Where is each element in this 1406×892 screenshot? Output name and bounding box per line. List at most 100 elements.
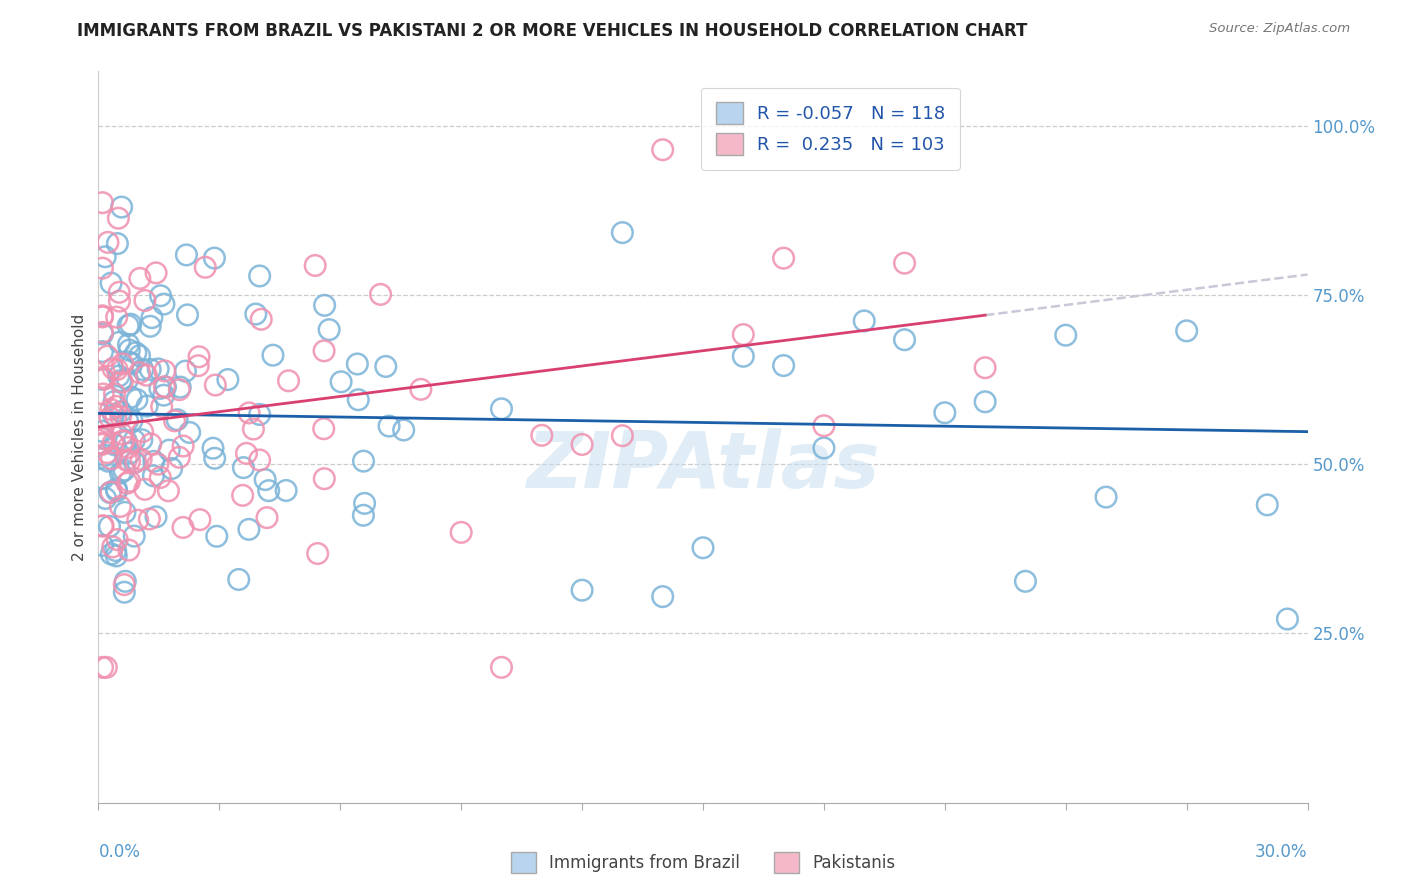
Point bbox=[169, 380, 191, 394]
Point bbox=[205, 529, 228, 543]
Point bbox=[91, 436, 114, 450]
Point bbox=[256, 510, 278, 524]
Point bbox=[204, 251, 226, 265]
Point bbox=[110, 374, 132, 388]
Point bbox=[93, 432, 115, 446]
Point bbox=[110, 500, 132, 514]
Point bbox=[1014, 574, 1036, 589]
Point bbox=[330, 375, 353, 389]
Point bbox=[100, 451, 122, 466]
Point bbox=[91, 310, 114, 324]
Point bbox=[249, 408, 271, 422]
Point bbox=[135, 368, 157, 383]
Point bbox=[149, 470, 172, 484]
Point bbox=[145, 266, 167, 280]
Point bbox=[238, 522, 260, 536]
Point bbox=[172, 520, 194, 534]
Point bbox=[169, 383, 191, 397]
Point bbox=[153, 364, 176, 378]
Point bbox=[148, 362, 170, 376]
Point bbox=[128, 349, 150, 363]
Point bbox=[166, 412, 188, 426]
Point bbox=[204, 378, 226, 392]
Point bbox=[98, 410, 121, 425]
Point bbox=[110, 405, 132, 419]
Legend: Immigrants from Brazil, Pakistanis: Immigrants from Brazil, Pakistanis bbox=[505, 846, 901, 880]
Point bbox=[138, 512, 160, 526]
Point bbox=[169, 450, 191, 465]
Point bbox=[187, 359, 209, 373]
Point bbox=[353, 496, 375, 510]
Point bbox=[235, 446, 257, 460]
Point bbox=[571, 583, 593, 598]
Point bbox=[117, 337, 139, 351]
Point bbox=[121, 357, 143, 371]
Point bbox=[146, 457, 169, 471]
Text: Source: ZipAtlas.com: Source: ZipAtlas.com bbox=[1209, 22, 1350, 36]
Point bbox=[1277, 612, 1299, 626]
Point bbox=[115, 434, 138, 449]
Point bbox=[143, 454, 166, 468]
Point bbox=[853, 314, 876, 328]
Point bbox=[103, 408, 125, 422]
Point bbox=[100, 547, 122, 561]
Point bbox=[105, 362, 128, 376]
Point bbox=[108, 335, 131, 350]
Point bbox=[117, 373, 139, 387]
Point bbox=[125, 455, 148, 469]
Point bbox=[98, 485, 121, 500]
Point bbox=[112, 434, 135, 448]
Point bbox=[104, 543, 127, 558]
Point bbox=[91, 195, 114, 210]
Point bbox=[530, 428, 553, 442]
Point bbox=[98, 519, 121, 533]
Point bbox=[91, 261, 114, 276]
Point bbox=[353, 454, 375, 468]
Point bbox=[651, 143, 673, 157]
Point bbox=[105, 310, 128, 325]
Point bbox=[163, 414, 186, 428]
Point bbox=[893, 333, 915, 347]
Point bbox=[249, 268, 271, 283]
Point bbox=[813, 441, 835, 455]
Point bbox=[491, 660, 513, 674]
Point bbox=[160, 461, 183, 475]
Point bbox=[120, 317, 142, 331]
Point bbox=[277, 374, 299, 388]
Point bbox=[97, 454, 120, 468]
Point bbox=[571, 437, 593, 451]
Point bbox=[346, 357, 368, 371]
Point bbox=[122, 434, 145, 448]
Point bbox=[352, 508, 374, 523]
Point bbox=[110, 466, 132, 480]
Point bbox=[93, 372, 115, 386]
Point bbox=[378, 419, 401, 434]
Point bbox=[491, 401, 513, 416]
Point bbox=[91, 538, 114, 552]
Point bbox=[145, 509, 167, 524]
Point bbox=[108, 285, 131, 300]
Point bbox=[612, 428, 634, 442]
Point bbox=[262, 348, 284, 362]
Point bbox=[813, 418, 835, 433]
Point bbox=[232, 488, 254, 502]
Point bbox=[217, 372, 239, 386]
Point bbox=[157, 443, 180, 458]
Point bbox=[91, 432, 114, 446]
Point bbox=[91, 660, 114, 674]
Point bbox=[94, 250, 117, 264]
Point bbox=[128, 366, 150, 380]
Point bbox=[131, 433, 153, 447]
Point bbox=[94, 449, 117, 463]
Point bbox=[118, 355, 141, 369]
Point bbox=[152, 388, 174, 402]
Text: IMMIGRANTS FROM BRAZIL VS PAKISTANI 2 OR MORE VEHICLES IN HOUSEHOLD CORRELATION : IMMIGRANTS FROM BRAZIL VS PAKISTANI 2 OR… bbox=[77, 22, 1028, 40]
Point bbox=[127, 513, 149, 527]
Point bbox=[245, 307, 267, 321]
Point bbox=[228, 573, 250, 587]
Point bbox=[139, 362, 162, 376]
Point bbox=[107, 369, 129, 384]
Point bbox=[117, 441, 139, 455]
Point bbox=[134, 483, 156, 497]
Point bbox=[314, 298, 336, 312]
